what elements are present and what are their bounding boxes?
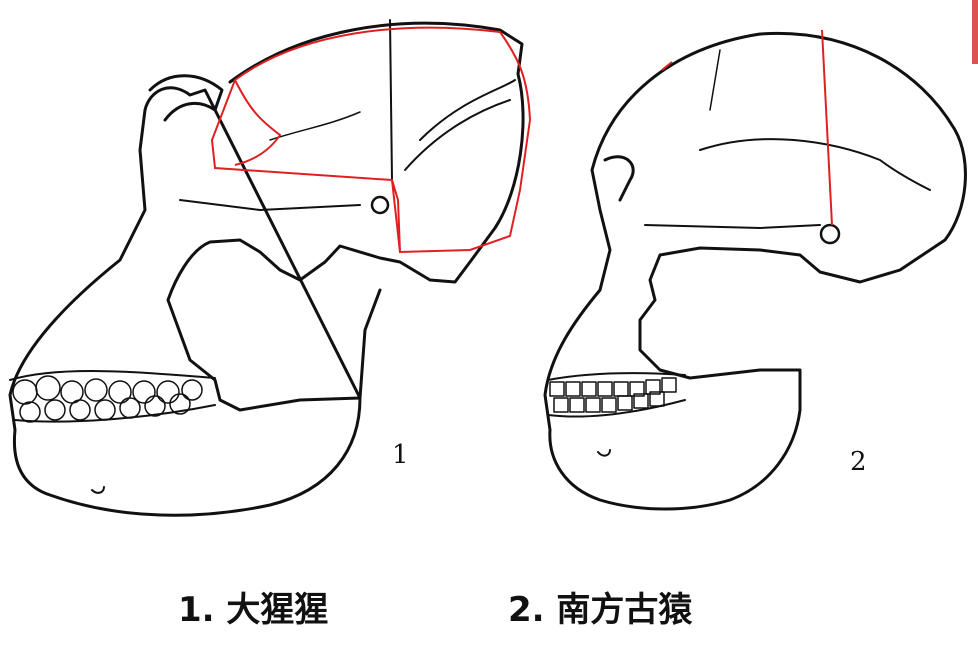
gorilla-brow-ridge [148,74,224,122]
australopithecus-teeth-row-lower [547,399,686,418]
gorilla-mental-foramen [91,486,105,494]
gorilla-annotation-lines [210,26,532,254]
figure-label-2: 2 [850,447,867,477]
australopithecus-annotation-line [661,29,833,226]
figure-label-1: 1 [392,440,409,470]
gorilla-teeth-row-upper [9,370,216,381]
caption-australopithecus: 2. 南方古猿 [508,590,693,630]
gorilla-teeth-row-lower [14,404,216,423]
australopithecus-teeth-row-upper [547,372,686,381]
gorilla-skull-outline [8,21,525,517]
gorilla-cranial-crest [389,19,393,181]
australopithecus-mental-foramen [597,449,611,457]
australopithecus-skull-outline [543,31,967,511]
gorilla-suture [269,111,361,141]
gorilla-teeth [12,375,203,423]
gorilla-ear-opening [370,195,390,215]
australopithecus-brow [603,155,635,202]
gorilla-temporal-line [404,79,516,171]
caption-gorilla: 1. 大猩猩 [178,590,329,630]
gorilla-skull [8,19,525,517]
australopithecus-ear-opening [819,223,841,245]
australopithecus-skull [543,31,967,511]
australopithecus-teeth [549,377,677,413]
gorilla-zygomatic [179,199,361,211]
australopithecus-temporal-line [699,138,931,191]
edge-marker [972,0,978,64]
australopithecus-zygomatic [644,224,821,229]
australopithecus-suture [709,49,721,111]
